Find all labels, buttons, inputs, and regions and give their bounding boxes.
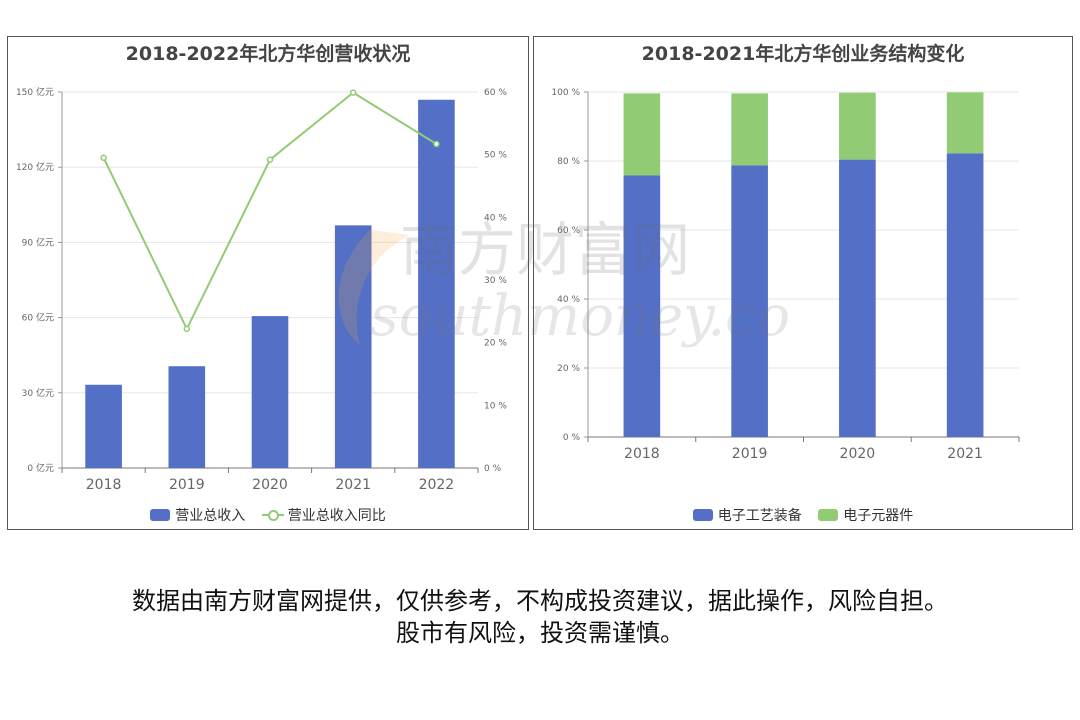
revenue-yoy-line bbox=[102, 91, 437, 332]
equipment-bar-segment bbox=[839, 159, 876, 437]
equipment-bar-segment bbox=[623, 175, 661, 438]
y-left-tick-label: 60 亿元 bbox=[22, 312, 54, 324]
revenue-bar bbox=[168, 366, 206, 468]
legend-label-components: 电子元器件 bbox=[843, 508, 914, 524]
y-right-tick-label: 50 % bbox=[484, 151, 507, 161]
y-tick-label: 20 % bbox=[557, 364, 580, 374]
legend-item-components[interactable]: 电子元器件 bbox=[818, 505, 913, 525]
equipment-bar-segment bbox=[731, 165, 768, 438]
y-right-tick-label: 20 % bbox=[484, 339, 507, 349]
disclaimer-line-2: 股市有风险，投资需谨慎。 bbox=[396, 619, 684, 647]
components-bar-segment bbox=[731, 93, 768, 166]
x-tick-label: 2020 bbox=[252, 477, 288, 493]
equipment-bar-segment bbox=[946, 153, 984, 437]
y-right-tick-label: 0 % bbox=[484, 464, 502, 474]
y-right-tick-label: 30 % bbox=[484, 276, 507, 286]
revenue-bar bbox=[418, 99, 455, 469]
revenue-yoy-point bbox=[100, 154, 107, 162]
revenue-chart-title: 2018-2022年北方华创营收状况 bbox=[125, 43, 411, 65]
revenue-yoy-point bbox=[349, 89, 357, 96]
revenue-chart-plot: 0 亿元 30 亿元 60 亿元 90 亿元 120 亿元 150 亿元 0 % 10 % 20… bbox=[16, 86, 507, 493]
y-tick-label: 40 % bbox=[557, 295, 580, 305]
y-tick-label: 0 % bbox=[563, 433, 581, 443]
revenue-chart-panel: 2018-2022年北方华创营收状况 0 亿元 30 亿元 60 亿元 90 亿元 12… bbox=[7, 36, 529, 530]
legend-swatch-equipment bbox=[692, 509, 713, 521]
x-tick-label: 2020 bbox=[840, 446, 876, 462]
x-tick-label: 2019 bbox=[732, 446, 768, 462]
components-bar-segment bbox=[623, 93, 661, 176]
x-tick-label: 2021 bbox=[335, 477, 371, 493]
y-right-tick-label: 40 % bbox=[484, 213, 507, 223]
legend-swatch-revenue-yoy bbox=[261, 509, 284, 521]
revenue-yoy-point bbox=[266, 156, 274, 163]
revenue-yoy-point bbox=[183, 325, 191, 333]
x-tick-label: 2022 bbox=[419, 477, 455, 493]
structure-chart-legend: 电子工艺装备 电子元器件 bbox=[534, 505, 1072, 525]
legend-item-equipment[interactable]: 电子工艺装备 bbox=[692, 505, 802, 525]
components-bar-segment bbox=[839, 92, 876, 160]
y-left-tick-label: 90 亿元 bbox=[22, 236, 54, 248]
x-tick-label: 2018 bbox=[624, 446, 660, 462]
components-bar-segment bbox=[946, 92, 984, 154]
y-left-tick-label: 30 亿元 bbox=[22, 387, 54, 399]
x-tick-label: 2019 bbox=[169, 477, 205, 493]
y-left-tick-label: 150 亿元 bbox=[16, 86, 54, 98]
legend-swatch-components bbox=[818, 509, 839, 521]
revenue-bar bbox=[85, 384, 122, 468]
revenue-bar bbox=[334, 225, 372, 468]
structure-chart-plot: 0 % 20 % 40 % 60 % 80 % 100 % 2018 2019 2020 2021 bbox=[551, 88, 1020, 462]
disclaimer: 数据由南方财富网提供，仅供参考，不构成投资建议，据此操作，风险自担。 股市有风险… bbox=[0, 585, 1080, 649]
revenue-yoy-point bbox=[433, 140, 440, 148]
legend-label-revenue: 营业总收入 bbox=[175, 508, 246, 524]
legend-swatch-revenue bbox=[150, 509, 171, 521]
revenue-bar bbox=[251, 316, 289, 468]
legend-item-revenue-yoy[interactable]: 营业总收入同比 bbox=[261, 505, 386, 525]
legend-item-revenue[interactable]: 营业总收入 bbox=[150, 505, 245, 525]
y-right-tick-label: 10 % bbox=[484, 401, 507, 411]
business-structure-chart-panel: 2018-2021年北方华创业务结构变化 0 % 20 % 40 % 60 % 80 %… bbox=[533, 36, 1073, 530]
x-tick-label: 2021 bbox=[947, 446, 983, 462]
y-right-tick-label: 60 % bbox=[484, 88, 507, 98]
revenue-chart-legend: 营业总收入 营业总收入同比 bbox=[8, 505, 528, 525]
legend-label-revenue-yoy: 营业总收入同比 bbox=[287, 508, 386, 524]
y-left-tick-label: 0 亿元 bbox=[27, 462, 54, 474]
disclaimer-line-1: 数据由南方财富网提供，仅供参考，不构成投资建议，据此操作，风险自担。 bbox=[132, 587, 948, 615]
x-tick-label: 2018 bbox=[86, 477, 122, 493]
y-tick-label: 80 % bbox=[557, 157, 580, 167]
structure-chart-title: 2018-2021年北方华创业务结构变化 bbox=[641, 43, 965, 65]
y-left-tick-label: 120 亿元 bbox=[16, 161, 54, 173]
y-tick-label: 60 % bbox=[557, 226, 580, 236]
legend-label-equipment: 电子工艺装备 bbox=[717, 508, 802, 524]
y-tick-label: 100 % bbox=[551, 88, 580, 98]
